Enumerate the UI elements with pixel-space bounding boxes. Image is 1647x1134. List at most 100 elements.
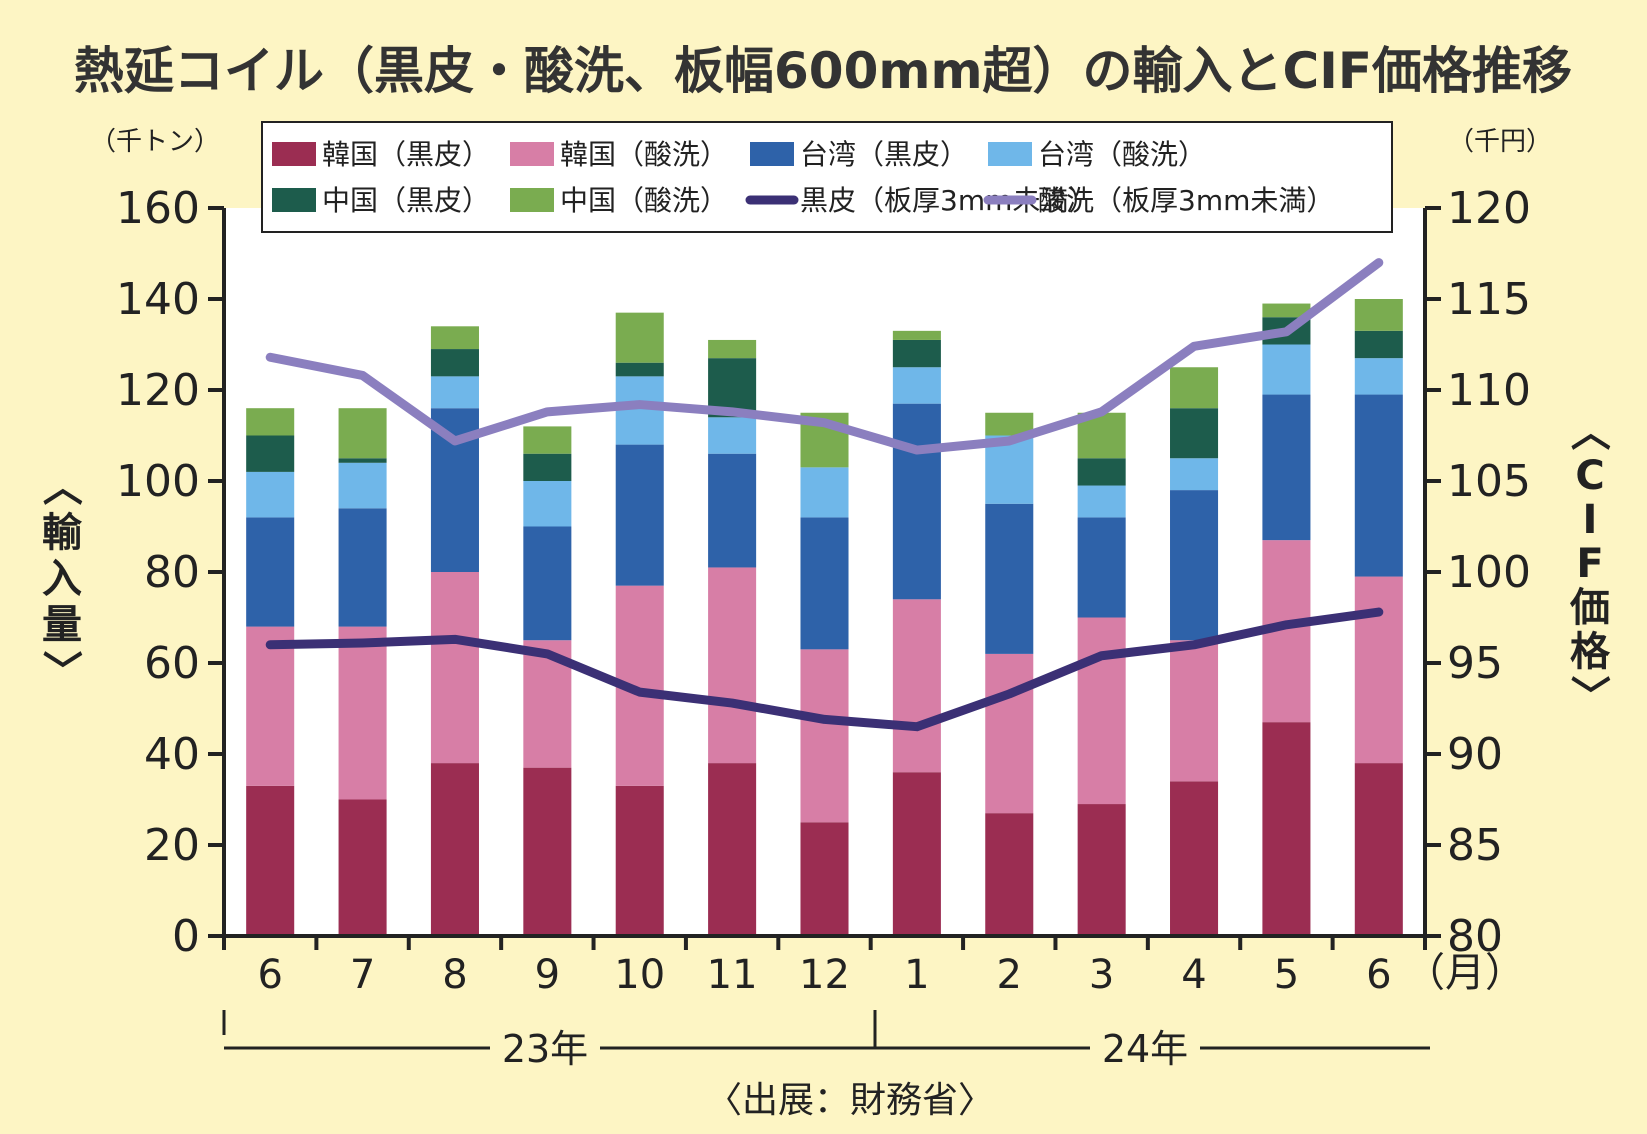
month-unit: （月） [1405, 950, 1525, 996]
bar-segment [1354, 330, 1403, 359]
bar-segment [800, 517, 849, 650]
bar-segment [1354, 358, 1403, 395]
right-axis-label-char: F [1576, 541, 1603, 587]
right-axis-label-char: C [1575, 453, 1604, 499]
x-tick-label: 4 [1181, 952, 1206, 998]
legend-label: 中国（黒皮） [322, 184, 490, 217]
legend-swatch [988, 142, 1032, 166]
legend-swatch [272, 142, 316, 166]
bar-segment [246, 435, 295, 472]
bar-segment [800, 467, 849, 518]
legend-swatch [510, 142, 554, 166]
bar-segment [892, 772, 941, 936]
bar-segment [800, 822, 849, 936]
legend-box [261, 121, 1393, 233]
left-tick-label: 140 [116, 274, 200, 325]
legend-label: 酸洗（板厚3mm未満） [1038, 184, 1334, 217]
bar-segment [1354, 394, 1403, 577]
bar-segment [430, 326, 479, 350]
lines [265, 258, 1384, 732]
bar-segment [800, 649, 849, 823]
bar-segment [615, 312, 664, 363]
bar-segment [523, 426, 572, 454]
left-axis-label-char: 〈 [38, 466, 84, 506]
bar-segment [892, 330, 941, 340]
legend-label: 中国（酸洗） [560, 184, 728, 217]
bar-segment [985, 503, 1034, 654]
bar-segment [1170, 490, 1219, 641]
right-tick-label: 95 [1447, 638, 1503, 689]
bar-segment [615, 785, 664, 936]
bar-segment [338, 799, 387, 936]
bar-segment [1077, 517, 1126, 618]
x-tick-label: 1 [904, 952, 929, 998]
bar-segment [1077, 485, 1126, 518]
bar-segment [892, 403, 941, 600]
bar-segment [1077, 458, 1126, 486]
bar-segment [708, 567, 757, 764]
right-tick-label: 110 [1447, 365, 1531, 416]
x-tick-label: 7 [350, 952, 375, 998]
x-tick-label: 9 [535, 952, 560, 998]
left-tick-label: 80 [144, 547, 200, 598]
axes: 0204060801001201401608085909510010511011… [116, 183, 1531, 998]
x-tick-label: 12 [799, 952, 850, 998]
x-tick-label: 6 [1366, 952, 1391, 998]
bar-segment [246, 517, 295, 627]
bar-segment [338, 462, 387, 509]
x-tick-label: 8 [442, 952, 467, 998]
chart-title: 熱延コイル（黒皮・酸洗、板幅600mm超）の輸入とCIF価格推移 [74, 42, 1572, 100]
legend: 韓国（黒皮） 韓国（酸洗） 台湾（黒皮） 台湾（酸洗） 中国（黒皮） 中国（酸洗） 黒皮（板… [261, 121, 1393, 233]
left-axis-label: 〈輸入量〉 [38, 466, 84, 690]
right-tick-label: 90 [1447, 729, 1503, 780]
bar-segment [246, 471, 295, 518]
legend-label: 黒皮（板厚3mm未満） [800, 184, 1096, 217]
bar-segment [985, 813, 1034, 936]
legend-swatch [510, 188, 554, 212]
x-tick-label: 11 [707, 952, 758, 998]
left-axis-label-char: 入 [42, 556, 82, 602]
bar-segment [1354, 299, 1403, 331]
bar-segment [708, 453, 757, 568]
x-tick-label: 10 [614, 952, 665, 998]
legend-label: 台湾（黒皮） [800, 138, 968, 171]
legend-swatch [272, 188, 316, 212]
bar-segment [1262, 394, 1311, 541]
bar-segment [338, 508, 387, 627]
right-axis-label-char: I [1583, 497, 1598, 543]
year-label-23: 23年 [502, 1027, 588, 1071]
bar-segment [615, 444, 664, 586]
bar-segment [1262, 722, 1311, 936]
bar-segment [892, 367, 941, 404]
series-line-kurokawa [265, 607, 1384, 732]
bar-segment [338, 458, 387, 463]
bar-segment [523, 767, 572, 936]
bar-segment [708, 339, 757, 359]
x-tick-label: 5 [1274, 952, 1299, 998]
left-tick-label: 160 [116, 183, 200, 234]
x-tick-label: 2 [997, 952, 1022, 998]
left-axis-label-char: 量 [42, 602, 82, 648]
left-tick-label: 60 [144, 638, 200, 689]
legend-label: 台湾（酸洗） [1038, 138, 1206, 171]
legend-swatch [750, 142, 794, 166]
bars [246, 299, 1403, 936]
bar-segment [1170, 458, 1219, 491]
right-axis-label-char: 価 [1569, 585, 1610, 631]
bar-segment [1170, 781, 1219, 936]
right-tick-label: 105 [1447, 456, 1531, 507]
x-tick-label: 6 [257, 952, 282, 998]
year-bracket: 23年 24年 [222, 1010, 1430, 1071]
source-note: 〈出展：財務省〉 [706, 1080, 994, 1121]
bar-segment [430, 572, 479, 764]
right-tick-label: 85 [1447, 820, 1503, 871]
bar-segment [1170, 408, 1219, 459]
bar-segment [1077, 804, 1126, 936]
bar-segment [430, 763, 479, 936]
bar-segment [338, 408, 387, 459]
right-tick-label: 80 [1447, 911, 1503, 962]
bar-segment [523, 481, 572, 527]
bar-segment [523, 453, 572, 481]
left-tick-label: 0 [172, 911, 200, 962]
